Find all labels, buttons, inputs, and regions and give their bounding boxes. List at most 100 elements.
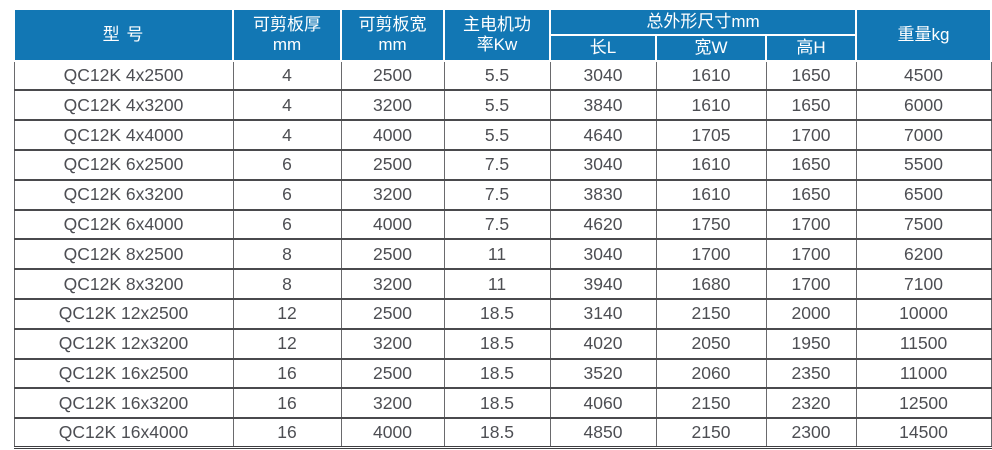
value-cell: 7000	[855, 120, 992, 151]
value-cell: 1650	[765, 90, 857, 122]
value-cell: 4640	[549, 120, 657, 151]
value-cell: 8	[232, 239, 342, 271]
value-cell: 7100	[855, 269, 992, 300]
value-cell: 4000	[340, 120, 445, 151]
value-cell: 2500	[340, 298, 445, 330]
value-cell: 14500	[855, 418, 992, 450]
table-row: QC12K 6x3200 6 3200 7.5 3830 1610 1650 6500	[13, 179, 992, 211]
model-cell: QC12K 8x2500	[13, 239, 234, 271]
table-row: QC12K 12x3200 12 3200 18.5 4020 2050 1950 11500	[13, 328, 992, 360]
header-motor-power-line2: 率Kw	[476, 34, 518, 54]
value-cell: 3840	[549, 90, 657, 122]
value-cell: 16	[232, 388, 342, 420]
value-cell: 2150	[655, 388, 767, 420]
value-cell: 1610	[655, 149, 767, 181]
value-cell: 1650	[765, 149, 857, 181]
header-row-sub: 长L 宽W 高H	[14, 34, 991, 62]
value-cell: 1700	[765, 209, 857, 241]
value-cell: 4020	[549, 328, 657, 360]
value-cell: 6	[232, 179, 342, 211]
value-cell: 2000	[765, 298, 857, 330]
header-thickness: 可剪板厚 mm	[232, 8, 342, 62]
model-cell: QC12K 4x3200	[13, 90, 234, 122]
model-cell: QC12K 16x3200	[13, 388, 234, 420]
value-cell: 3140	[549, 298, 657, 330]
value-cell: 8	[232, 269, 342, 300]
value-cell: 2320	[765, 388, 857, 420]
header-dim-length: 长L	[549, 34, 657, 62]
table-row: QC12K 4x3200 4 3200 5.5 3840 1610 1650 6000	[13, 90, 992, 122]
value-cell: 1700	[765, 120, 857, 151]
header-thickness-line2: mm	[272, 34, 302, 54]
model-cell: QC12K 12x2500	[13, 298, 234, 330]
header-row-top: 型 号 可剪板厚 mm 可剪板宽 mm 主电机功 率Kw 总外形尺寸mm 重量k…	[13, 8, 992, 62]
table-row: QC12K 8x3200 8 3200 11 3940 1680 1700 7100	[13, 269, 992, 300]
value-cell: 3200	[340, 179, 445, 211]
header-width-line2: mm	[378, 34, 407, 54]
value-cell: 11000	[855, 358, 992, 390]
header-thickness-line1: 可剪板厚	[253, 15, 321, 35]
table-row: QC12K 8x2500 8 2500 11 3040 1700 1700 6200	[13, 239, 992, 271]
table-row: QC12K 4x4000 4 4000 5.5 4640 1705 1700 7000	[13, 120, 992, 151]
value-cell: 3200	[340, 388, 445, 420]
table-row: QC12K 6x2500 6 2500 7.5 3040 1610 1650 5500	[13, 149, 992, 181]
model-cell: QC12K 4x4000	[13, 120, 234, 151]
value-cell: 6	[232, 209, 342, 241]
value-cell: 6200	[855, 239, 992, 271]
model-cell: QC12K 8x3200	[13, 269, 234, 300]
value-cell: 3040	[549, 239, 657, 271]
value-cell: 18.5	[443, 298, 551, 330]
value-cell: 7500	[855, 209, 992, 241]
value-cell: 10000	[855, 298, 992, 330]
value-cell: 3200	[340, 328, 445, 360]
table-row: QC12K 16x3200 16 3200 18.5 4060 2150 2320 12500	[13, 388, 992, 420]
value-cell: 5.5	[443, 120, 551, 151]
value-cell: 2150	[655, 418, 767, 450]
value-cell: 2050	[655, 328, 767, 360]
value-cell: 2060	[655, 358, 767, 390]
value-cell: 1950	[765, 328, 857, 360]
value-cell: 2500	[340, 149, 445, 181]
value-cell: 3940	[549, 269, 657, 300]
value-cell: 5500	[855, 149, 992, 181]
value-cell: 11	[443, 239, 551, 271]
value-cell: 2150	[655, 298, 767, 330]
header-dim-height: 高H	[764, 34, 858, 62]
header-model: 型 号	[13, 8, 234, 62]
value-cell: 16	[232, 358, 342, 390]
value-cell: 4000	[340, 418, 445, 450]
value-cell: 12	[232, 298, 342, 330]
value-cell: 6	[232, 149, 342, 181]
value-cell: 4060	[549, 388, 657, 420]
spec-table: 型 号 可剪板厚 mm 可剪板宽 mm 主电机功 率Kw 总外形尺寸mm 重量k…	[13, 8, 992, 450]
value-cell: 12	[232, 328, 342, 360]
table-row: QC12K 16x4000 16 4000 18.5 4850 2150 2300 14500	[13, 418, 992, 450]
value-cell: 3200	[340, 269, 445, 300]
header-dimensions-group: 总外形尺寸mm	[548, 8, 858, 36]
model-cell: QC12K 6x3200	[13, 179, 234, 211]
value-cell: 18.5	[443, 358, 551, 390]
value-cell: 6500	[855, 179, 992, 211]
value-cell: 3040	[549, 149, 657, 181]
value-cell: 1750	[655, 209, 767, 241]
value-cell: 4500	[855, 60, 992, 92]
value-cell: 7.5	[443, 149, 551, 181]
value-cell: 2500	[340, 239, 445, 271]
value-cell: 4620	[549, 209, 657, 241]
value-cell: 4	[232, 90, 342, 122]
value-cell: 5.5	[443, 60, 551, 92]
value-cell: 1650	[765, 179, 857, 211]
model-cell: QC12K 6x2500	[13, 149, 234, 181]
header-width-line1: 可剪板宽	[358, 15, 427, 35]
value-cell: 2500	[340, 60, 445, 92]
value-cell: 1700	[765, 239, 857, 271]
header-weight: 重量kg	[855, 8, 992, 62]
value-cell: 11	[443, 269, 551, 300]
value-cell: 1700	[765, 269, 857, 300]
value-cell: 11500	[855, 328, 992, 360]
table-body: QC12K 4x2500 4 2500 5.5 3040 1610 1650 4500 QC12…	[13, 60, 992, 450]
value-cell: 4	[232, 120, 342, 151]
value-cell: 18.5	[443, 328, 551, 360]
value-cell: 5.5	[443, 90, 551, 122]
value-cell: 1680	[655, 269, 767, 300]
